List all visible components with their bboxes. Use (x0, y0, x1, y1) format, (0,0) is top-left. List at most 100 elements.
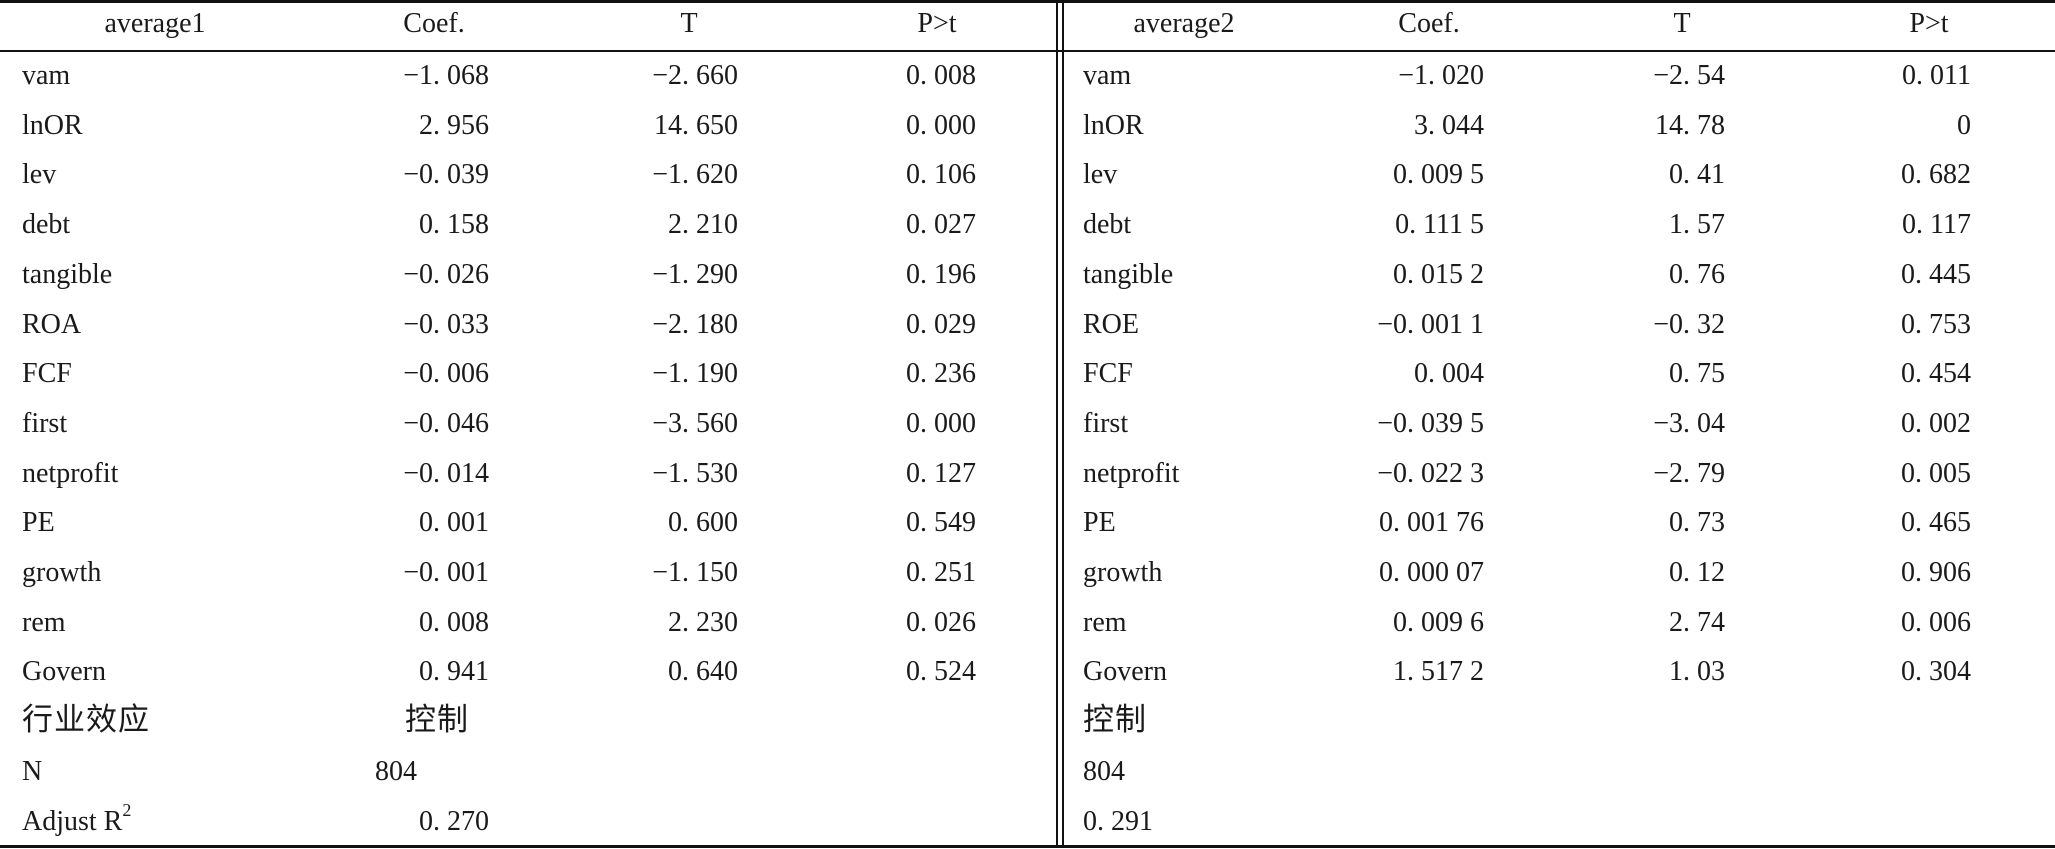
row-left-p: 0. 524 (906, 656, 976, 687)
row-right-variable: FCF (1083, 358, 1133, 389)
header-right-coef: Coef. (1398, 8, 1460, 39)
row-left-variable: Govern (22, 656, 106, 687)
row-left-coef: 0. 008 (419, 607, 489, 638)
row-left-variable: ROA (22, 309, 82, 340)
panel-divider-right (1062, 2, 1064, 848)
bottom-rule (0, 845, 2055, 848)
row-right-t: 0. 75 (1669, 358, 1725, 389)
row-right-t: 0. 12 (1669, 557, 1725, 588)
industry-effect-left: 控制 (405, 702, 469, 737)
row-right-t: −0. 32 (1653, 309, 1725, 340)
row-left-p: 0. 000 (906, 408, 976, 439)
panel-divider-left (1056, 2, 1058, 848)
n-left: 804 (375, 756, 417, 787)
row-right-t: 1. 57 (1669, 209, 1725, 240)
row-left-t: 0. 600 (668, 507, 738, 538)
row-right-variable: netprofit (1083, 458, 1180, 489)
row-left-coef: −0. 033 (403, 309, 489, 340)
row-left-t: 2. 230 (668, 607, 738, 638)
row-left-coef: −0. 001 (403, 557, 489, 588)
row-right-variable: tangible (1083, 259, 1174, 290)
row-right-p: 0. 454 (1901, 358, 1971, 389)
row-right-variable: debt (1083, 209, 1132, 240)
row-right-t: 0. 41 (1669, 159, 1725, 190)
header-right-p: P>t (1909, 8, 1949, 39)
adj-r2-text: Adjust R (22, 806, 123, 837)
header-right-t: T (1673, 8, 1691, 39)
row-right-variable: vam (1083, 60, 1132, 91)
row-left-t: −1. 150 (652, 557, 738, 588)
row-left-variable: lev (22, 159, 57, 190)
row-left-p: 0. 008 (906, 60, 976, 91)
row-right-variable: first (1083, 408, 1129, 439)
row-right-p: 0. 006 (1901, 607, 1971, 638)
row-left-p: 0. 000 (906, 110, 976, 141)
row-left-t: −2. 180 (652, 309, 738, 340)
row-right-coef: −0. 022 3 (1377, 458, 1484, 489)
row-right-variable: growth (1083, 557, 1163, 588)
header-rule (0, 50, 2055, 52)
row-right-coef: −1. 020 (1398, 60, 1484, 91)
n-label: N (22, 756, 43, 787)
top-rule (0, 0, 2055, 3)
row-right-p: 0. 002 (1901, 408, 1971, 439)
row-right-t: 1. 03 (1669, 656, 1725, 687)
row-right-variable: lev (1083, 159, 1118, 190)
row-left-coef: 0. 001 (419, 507, 489, 538)
row-left-coef: 2. 956 (419, 110, 489, 141)
row-right-coef: −0. 001 1 (1377, 309, 1484, 340)
row-right-coef: 0. 004 (1414, 358, 1484, 389)
row-right-p: 0. 117 (1902, 209, 1971, 240)
row-right-variable: PE (1083, 507, 1116, 538)
row-left-t: −1. 620 (652, 159, 738, 190)
row-right-p: 0. 682 (1901, 159, 1971, 190)
row-left-coef: 0. 158 (419, 209, 489, 240)
row-left-p: 0. 196 (906, 259, 976, 290)
row-right-t: 0. 73 (1669, 507, 1725, 538)
row-left-coef: 0. 941 (419, 656, 489, 687)
row-right-coef: 0. 009 5 (1393, 159, 1484, 190)
row-left-variable: PE (22, 507, 55, 538)
row-left-t: −1. 290 (652, 259, 738, 290)
row-right-coef: 0. 111 5 (1395, 209, 1484, 240)
row-right-t: −2. 54 (1653, 60, 1725, 91)
row-left-p: 0. 549 (906, 507, 976, 538)
row-left-t: −1. 530 (652, 458, 738, 489)
row-right-variable: rem (1083, 607, 1127, 638)
row-right-coef: 1. 517 2 (1393, 656, 1484, 687)
row-right-t: 2. 74 (1669, 607, 1725, 638)
row-left-coef: −0. 014 (403, 458, 489, 489)
header-right-variable: average2 (1133, 8, 1235, 39)
row-right-coef: −0. 039 5 (1377, 408, 1484, 439)
row-left-p: 0. 026 (906, 607, 976, 638)
row-right-variable: Govern (1083, 656, 1167, 687)
row-right-p: 0. 304 (1901, 656, 1971, 687)
row-right-t: 0. 76 (1669, 259, 1725, 290)
row-right-p: 0. 011 (1902, 60, 1971, 91)
header-left-variable: average1 (104, 8, 206, 39)
row-left-variable: first (22, 408, 68, 439)
row-left-t: 14. 650 (654, 110, 738, 141)
header-left-coef: Coef. (403, 8, 465, 39)
row-left-variable: lnOR (22, 110, 83, 141)
row-right-p: 0 (1957, 110, 1971, 141)
adj-r2-right: 0. 291 (1083, 806, 1153, 837)
row-right-coef: 0. 001 76 (1379, 507, 1484, 538)
row-right-coef: 0. 000 07 (1379, 557, 1484, 588)
row-right-variable: lnOR (1083, 110, 1144, 141)
row-left-coef: −1. 068 (403, 60, 489, 91)
row-left-coef: −0. 026 (403, 259, 489, 290)
row-left-variable: vam (22, 60, 71, 91)
row-right-p: 0. 465 (1901, 507, 1971, 538)
row-right-t: 14. 78 (1655, 110, 1725, 141)
row-right-p: 0. 005 (1901, 458, 1971, 489)
row-left-t: −3. 560 (652, 408, 738, 439)
row-left-coef: −0. 046 (403, 408, 489, 439)
row-left-t: −2. 660 (652, 60, 738, 91)
adj-r2-label: Adjust R2 (22, 801, 131, 838)
row-left-p: 0. 236 (906, 358, 976, 389)
row-left-variable: growth (22, 557, 102, 588)
row-right-t: −2. 79 (1653, 458, 1725, 489)
row-right-p: 0. 906 (1901, 557, 1971, 588)
row-right-variable: ROE (1083, 309, 1139, 340)
